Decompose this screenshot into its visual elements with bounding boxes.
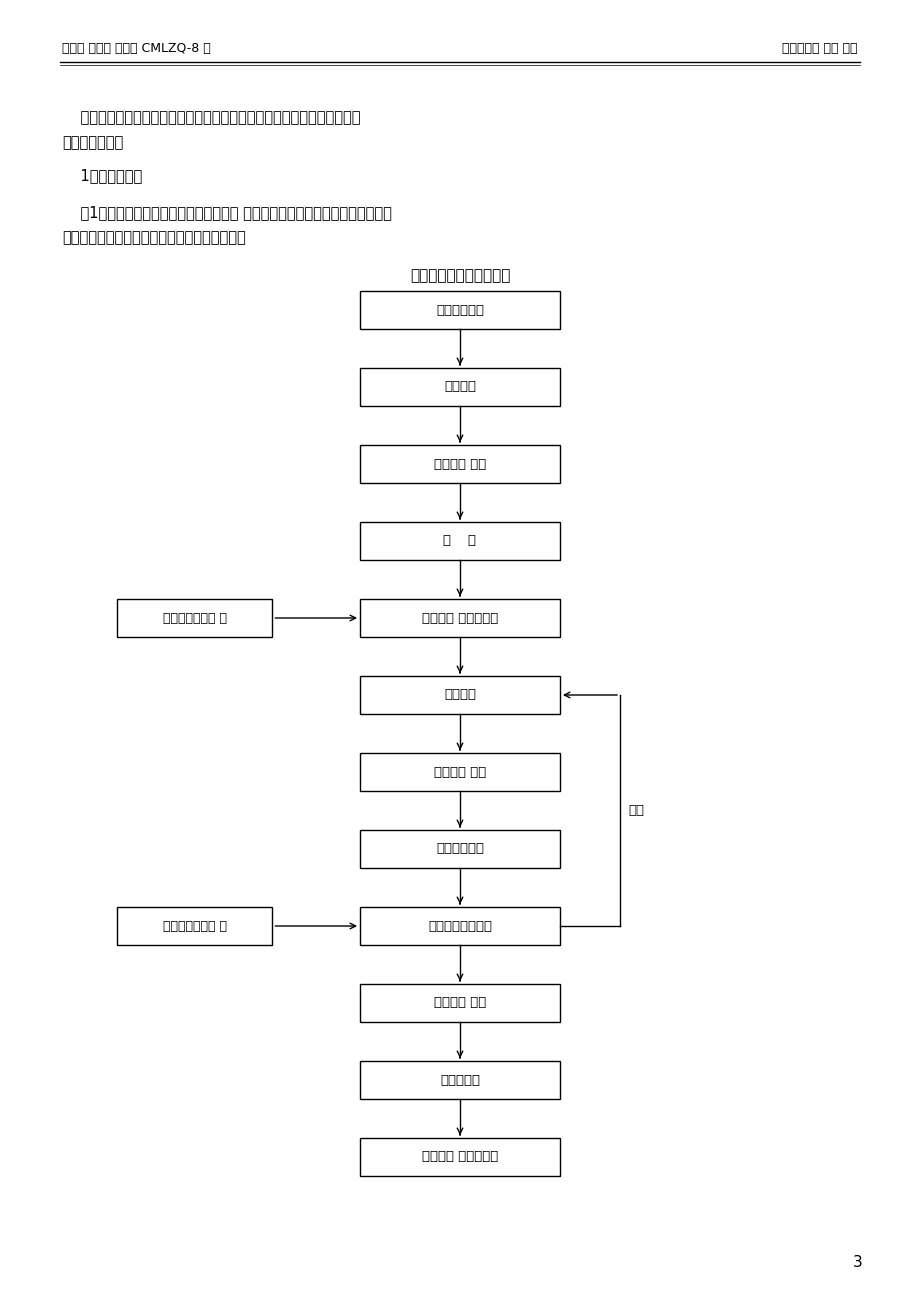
Bar (359, 599, 560, 636)
Bar (118, 599, 272, 636)
Text: 空心墩施工 专项 方案: 空心墩施工 专项 方案 (782, 42, 857, 55)
Bar (359, 675, 560, 715)
Text: 新建成 绵乐铁 路工程 CMLZQ-8 标: 新建成 绵乐铁 路工程 CMLZQ-8 标 (62, 42, 210, 55)
Text: 立空心墩模板: 立空心墩模板 (436, 842, 483, 855)
Text: 灌注墩帽 实体混凝土: 灌注墩帽 实体混凝土 (422, 1150, 497, 1163)
Text: 立    模: 立 模 (443, 535, 476, 548)
Bar (359, 1061, 560, 1099)
Bar (359, 291, 560, 329)
Text: 安装墩身 钢筋: 安装墩身 钢筋 (434, 458, 485, 471)
Text: 测量放样: 测量放样 (444, 689, 475, 702)
Text: 安装墩身 钢筋: 安装墩身 钢筋 (434, 765, 485, 778)
Bar (359, 522, 560, 559)
Text: 空心墩台施工工艺流程图: 空心墩台施工工艺流程图 (409, 269, 510, 283)
Text: 安装墩帽 钢筋: 安装墩帽 钢筋 (434, 996, 485, 1009)
Bar (359, 831, 560, 868)
Bar (359, 985, 560, 1022)
Text: 找平层用水平尺抄平，待砂浆硬化后即可立模。: 找平层用水平尺抄平，待砂浆硬化后即可立模。 (62, 230, 245, 245)
Text: 混凝土拌制、运 输: 混凝土拌制、运 输 (163, 919, 227, 932)
Text: 立墩帽模板: 立墩帽模板 (439, 1073, 480, 1086)
Bar (359, 752, 560, 792)
Text: （1）首次立模准备。根据墩身中心线放 出立模边线，立模边线外用砂浆找平，: （1）首次立模准备。根据墩身中心线放 出立模边线，立模边线外用砂浆找平， (62, 205, 391, 220)
Text: 承台顶面处理: 承台顶面处理 (436, 304, 483, 317)
Text: 混凝土拌制、运 输: 混凝土拌制、运 输 (163, 612, 227, 625)
Text: 每一节段施工主要由内外模板、内外脚手架、内外作业平台、模板拉筋、: 每一节段施工主要由内外模板、内外脚手架、内外作业平台、模板拉筋、 (62, 110, 360, 125)
Text: 1）、施工要点: 1）、施工要点 (62, 168, 142, 183)
Text: 灌注空心墩混凝土: 灌注空心墩混凝土 (427, 919, 492, 932)
Text: 安全网等组成。: 安全网等组成。 (62, 136, 123, 150)
Bar (359, 368, 560, 406)
Text: 循环: 循环 (628, 805, 643, 818)
Text: 测量放样: 测量放样 (444, 381, 475, 394)
Text: 灌注墩底 实体混凝土: 灌注墩底 实体混凝土 (422, 612, 497, 625)
Bar (118, 908, 272, 945)
Text: 3: 3 (852, 1254, 862, 1270)
Bar (359, 445, 560, 482)
Bar (359, 908, 560, 945)
Bar (359, 1138, 560, 1176)
